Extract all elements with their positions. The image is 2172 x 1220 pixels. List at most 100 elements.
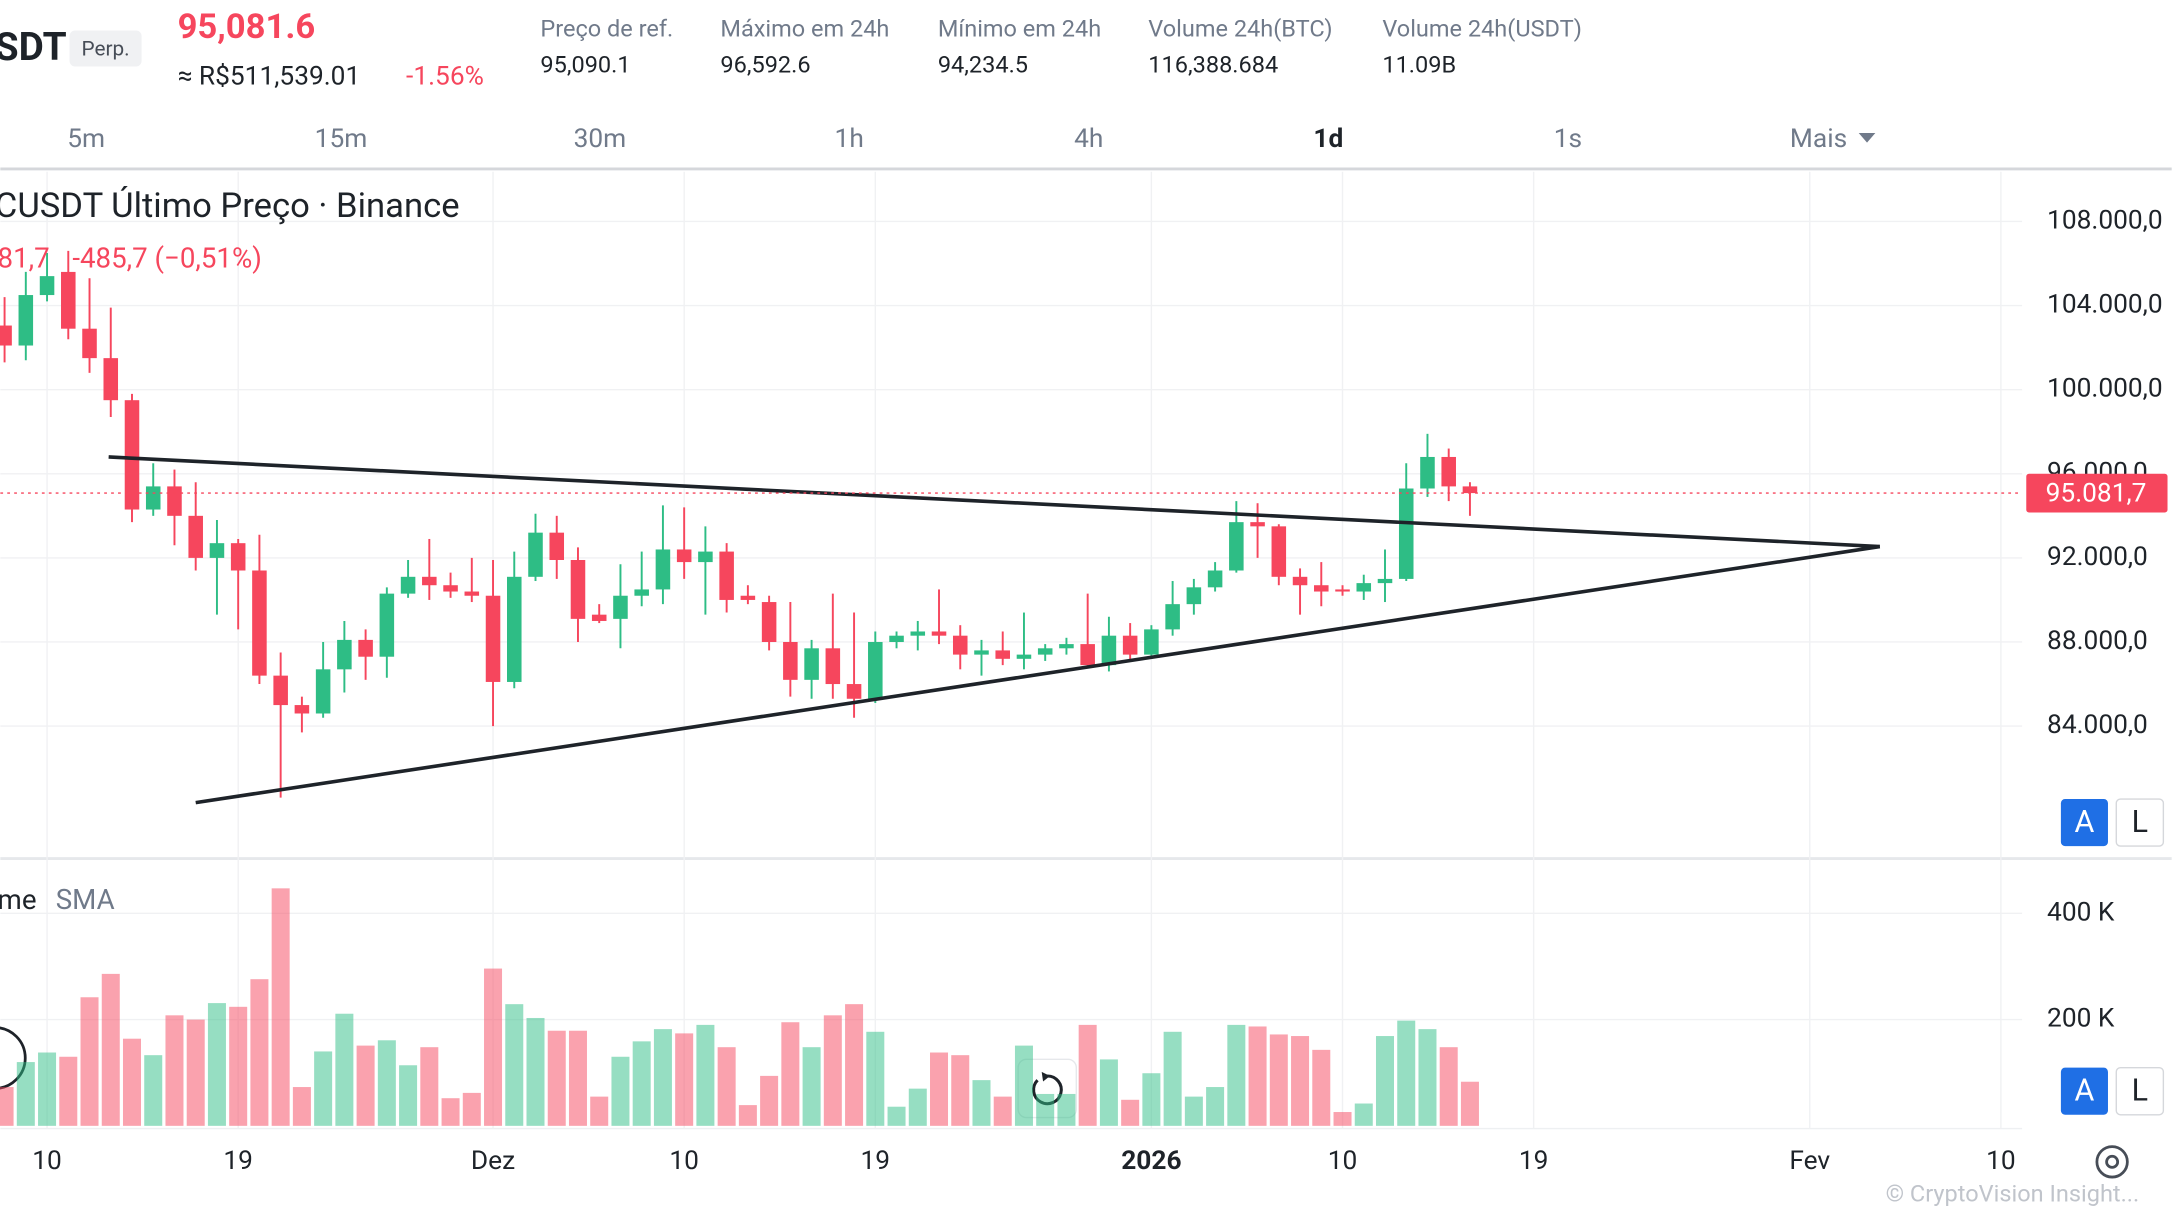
volume-bar	[484, 968, 503, 1126]
candle-body	[634, 589, 649, 596]
volume-bar	[717, 1047, 736, 1126]
timeframe[interactable]: 1s	[1554, 124, 1582, 154]
volume-bar	[1036, 1093, 1055, 1126]
candle-body	[443, 585, 458, 592]
y-tick-label: 104.000,0	[2047, 290, 2163, 320]
timeframe[interactable]: 15m	[315, 124, 368, 154]
timeframe[interactable]: 4h	[1074, 124, 1103, 154]
candle-body	[613, 595, 628, 619]
candle-body	[931, 631, 947, 636]
timeframe[interactable]: 1h	[835, 124, 864, 154]
price-change: -1.56%	[406, 62, 484, 92]
candle-body	[39, 276, 55, 296]
x-tick-label: 10	[32, 1146, 62, 1176]
symbol: SDT	[0, 25, 67, 70]
volume-bar	[122, 1038, 141, 1126]
volume-bar	[229, 1006, 248, 1126]
candle-body	[18, 295, 34, 346]
volume-bar	[1248, 1026, 1267, 1126]
candle-body	[188, 515, 203, 558]
stat-value: 96,592.6	[720, 51, 810, 79]
candle-body	[1314, 585, 1329, 592]
volume-bar	[101, 973, 120, 1126]
stat-value: 95,090.1	[540, 51, 630, 79]
candle-body	[719, 551, 734, 600]
candle-body	[379, 593, 395, 657]
auto-button[interactable]	[2060, 1067, 2108, 1115]
x-tick-label: 19	[1519, 1146, 1549, 1176]
y-tick-label: 88.000,0	[2047, 626, 2148, 656]
volume-bar	[547, 1030, 566, 1126]
candle-body	[1016, 654, 1032, 659]
volume-bar	[377, 1040, 396, 1126]
trend-line	[108, 455, 1880, 549]
volume-bar	[696, 1024, 715, 1126]
stat-value: 94,234.5	[938, 51, 1028, 79]
log-button-label[interactable]: L	[2132, 805, 2148, 840]
candle-body	[995, 650, 1010, 659]
volume-indicator: SMA	[56, 883, 115, 916]
volume-bar	[823, 1015, 842, 1126]
chart-title: CUSDT Último Preço · Binance	[0, 185, 460, 226]
stat-label: Mínimo em 24h	[938, 15, 1101, 43]
candle-body	[676, 549, 692, 563]
volume-bar	[271, 888, 290, 1126]
candle-body	[1292, 576, 1308, 586]
log-button[interactable]	[2115, 1066, 2165, 1116]
candle-body	[230, 543, 246, 571]
candle-body	[1059, 644, 1074, 649]
stat-value: 116,388.684	[1148, 51, 1278, 79]
auto-button-label[interactable]: A	[2074, 805, 2094, 840]
candle-body	[252, 570, 267, 676]
stat-value: 11.09B	[1382, 51, 1456, 79]
volume-bar	[568, 1030, 587, 1126]
settings-dot[interactable]	[2105, 1154, 2120, 1169]
timeframe[interactable]: Mais	[1790, 124, 1847, 154]
candle-body	[315, 669, 331, 714]
candle-body	[1441, 456, 1456, 487]
settings-icon[interactable]	[2095, 1145, 2129, 1179]
volume-bar	[738, 1105, 757, 1126]
trend-line	[195, 544, 1881, 805]
auto-button[interactable]	[2060, 799, 2108, 847]
candle-body	[0, 325, 12, 346]
contract: Perp.	[81, 37, 129, 61]
volume-bar	[399, 1065, 418, 1126]
volume-bar	[335, 1013, 354, 1126]
log-button-label[interactable]: L	[2132, 1074, 2148, 1109]
candle-body	[1335, 589, 1350, 592]
candle-body	[1229, 522, 1244, 571]
contract-badge	[69, 30, 142, 67]
candle-body	[1356, 583, 1372, 592]
volume-bar	[1014, 1045, 1033, 1126]
volume-bar	[1460, 1081, 1479, 1126]
candle-body	[1462, 486, 1478, 494]
volume-bar	[632, 1041, 651, 1126]
candle-body	[1165, 604, 1180, 630]
candle-body	[103, 358, 119, 401]
timeframe[interactable]: 30m	[574, 124, 627, 154]
volume-bar	[441, 1098, 460, 1126]
stat-label: Volume 24h(USDT)	[1382, 15, 1582, 43]
legend-price: 81,7	[0, 242, 50, 275]
last-price-label: 95.081,7	[2046, 478, 2147, 508]
volume-tick-label: 400 K	[2047, 897, 2115, 927]
candle-body	[145, 486, 161, 510]
volume-bar	[930, 1052, 949, 1126]
reset-arrow[interactable]	[1041, 1071, 1050, 1082]
volume-bar	[80, 997, 99, 1126]
candle-body	[1377, 578, 1393, 584]
timeframe[interactable]: 5m	[67, 124, 105, 154]
y-tick-label: 108.000,0	[2047, 205, 2163, 235]
log-button[interactable]	[2115, 798, 2165, 847]
volume-bar	[186, 1019, 205, 1126]
volume-bar	[1333, 1112, 1352, 1126]
candle-body	[1186, 587, 1202, 605]
timeframe[interactable]: 1d	[1313, 124, 1343, 154]
last-price-tag	[2026, 473, 2168, 513]
dropdown-arrow[interactable]	[1858, 132, 1876, 143]
auto-button-label[interactable]: A	[2074, 1074, 2094, 1109]
volume-bar	[1206, 1087, 1225, 1126]
volume-bar	[250, 979, 269, 1126]
